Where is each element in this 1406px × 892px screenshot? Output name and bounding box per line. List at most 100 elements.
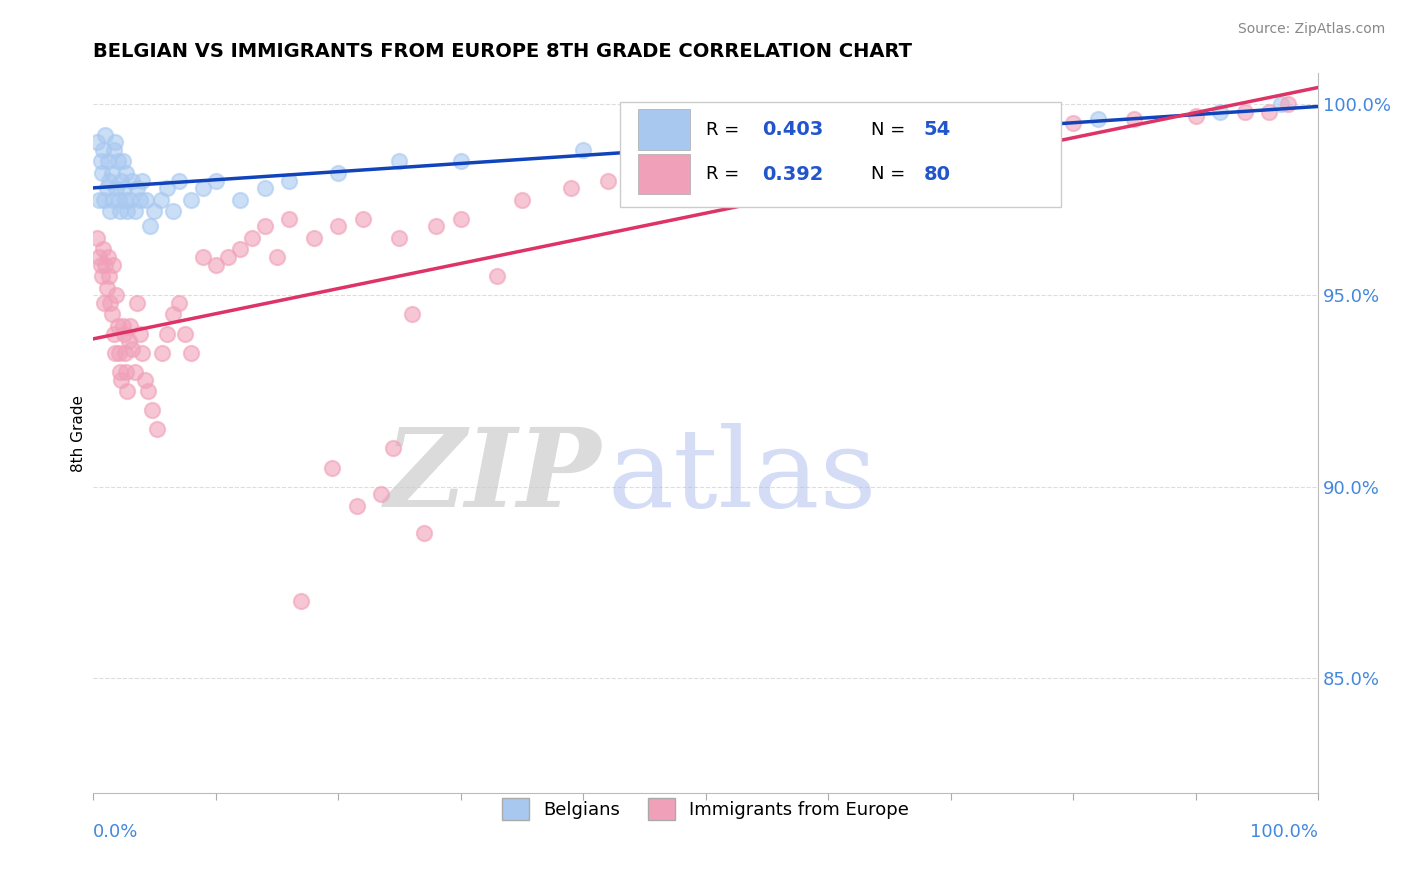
Point	[1001, 116, 1024, 130]
Point	[1233, 104, 1256, 119]
Point	[401, 308, 423, 322]
Point	[86, 231, 108, 245]
Point	[510, 193, 533, 207]
Y-axis label: 8th Grade: 8th Grade	[72, 394, 86, 472]
Point	[112, 181, 135, 195]
Text: 54: 54	[924, 120, 950, 139]
Point	[98, 269, 121, 284]
Point	[229, 243, 252, 257]
Text: 0.0%: 0.0%	[93, 823, 139, 841]
Point	[104, 345, 127, 359]
Point	[695, 154, 717, 169]
Point	[114, 193, 136, 207]
Text: 100.0%: 100.0%	[1250, 823, 1319, 841]
Point	[104, 136, 127, 150]
Point	[242, 231, 264, 245]
Point	[572, 143, 595, 157]
Point	[388, 231, 411, 245]
Point	[1087, 112, 1109, 127]
Text: Source: ZipAtlas.com: Source: ZipAtlas.com	[1237, 22, 1385, 37]
Point	[486, 269, 509, 284]
Text: N =: N =	[872, 165, 911, 183]
FancyBboxPatch shape	[620, 103, 1062, 207]
Point	[108, 365, 131, 379]
Point	[89, 250, 111, 264]
Point	[90, 258, 112, 272]
Point	[162, 204, 184, 219]
Point	[86, 136, 108, 150]
Point	[90, 154, 112, 169]
Point	[1258, 104, 1281, 119]
Point	[253, 181, 276, 195]
Point	[110, 173, 132, 187]
Point	[91, 243, 114, 257]
Point	[352, 211, 374, 226]
Point	[128, 193, 150, 207]
Point	[107, 154, 129, 169]
Point	[97, 250, 120, 264]
Point	[217, 250, 239, 264]
Point	[817, 143, 839, 157]
Point	[131, 345, 153, 359]
Point	[115, 365, 138, 379]
FancyBboxPatch shape	[638, 110, 690, 150]
Point	[370, 487, 392, 501]
Text: 80: 80	[924, 165, 950, 184]
Point	[413, 525, 436, 540]
Point	[96, 281, 118, 295]
Point	[93, 193, 115, 207]
Point	[1270, 97, 1292, 112]
Point	[382, 442, 405, 456]
Point	[94, 128, 117, 142]
Point	[321, 460, 343, 475]
Point	[278, 173, 301, 187]
Point	[1001, 120, 1024, 134]
Point	[105, 288, 128, 302]
Point	[645, 166, 668, 180]
Point	[121, 173, 143, 187]
Point	[93, 296, 115, 310]
FancyBboxPatch shape	[638, 154, 690, 194]
Point	[89, 193, 111, 207]
Point	[105, 181, 128, 195]
Text: R =: R =	[706, 120, 745, 138]
Point	[100, 166, 122, 180]
Text: ZIP: ZIP	[385, 423, 602, 530]
Point	[755, 146, 778, 161]
Point	[90, 166, 112, 180]
Point	[425, 219, 447, 234]
Point	[1062, 116, 1084, 130]
Point	[328, 166, 350, 180]
Point	[118, 193, 141, 207]
Legend: Belgians, Immigrants from Europe: Belgians, Immigrants from Europe	[495, 790, 917, 827]
Point	[118, 318, 141, 333]
Point	[450, 211, 472, 226]
Text: 0.392: 0.392	[762, 165, 824, 184]
Point	[128, 326, 150, 341]
Point	[96, 181, 118, 195]
Point	[98, 173, 121, 187]
Text: N =: N =	[872, 120, 911, 138]
Point	[127, 296, 149, 310]
Point	[108, 204, 131, 219]
Point	[100, 308, 122, 322]
Point	[124, 365, 146, 379]
Point	[346, 499, 368, 513]
Point	[108, 193, 131, 207]
Point	[302, 231, 325, 245]
Point	[101, 258, 124, 272]
Point	[204, 173, 226, 187]
Point	[266, 250, 288, 264]
Text: R =: R =	[706, 165, 745, 183]
Point	[162, 308, 184, 322]
Point	[1184, 109, 1206, 123]
Point	[1209, 104, 1232, 119]
Point	[695, 136, 717, 150]
Point	[124, 204, 146, 219]
Point	[114, 345, 136, 359]
Point	[115, 166, 138, 180]
Point	[388, 154, 411, 169]
Text: 0.403: 0.403	[762, 120, 824, 139]
Point	[879, 136, 901, 150]
Point	[146, 422, 169, 436]
